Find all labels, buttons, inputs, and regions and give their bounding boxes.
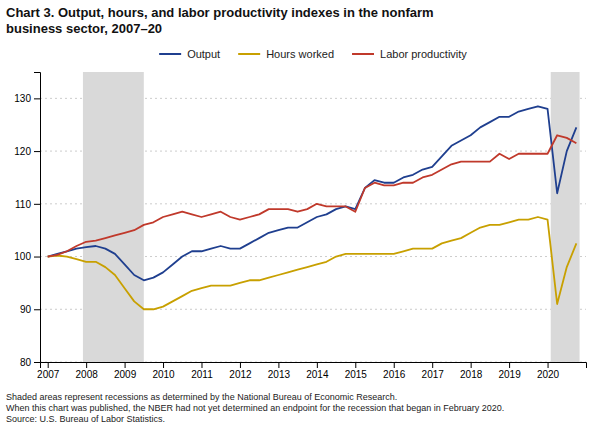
y-axis: 80 90 100 110 120 130 xyxy=(14,73,40,368)
x-tick: 2010 xyxy=(152,362,175,380)
x-tick: 2007 xyxy=(37,362,60,380)
y-axis-line xyxy=(34,73,41,363)
x-tick: 2013 xyxy=(268,362,291,380)
recession-shade xyxy=(551,72,580,362)
y-tick-label: 80 xyxy=(20,357,32,368)
x-tick-mark xyxy=(278,362,279,368)
chart: Chart 3. Output, hours, and labor produc… xyxy=(0,0,600,430)
footnote: When this chart was published, the NBER … xyxy=(6,403,504,413)
x-tick-mark xyxy=(509,362,510,368)
y-tick: 120 xyxy=(14,146,40,157)
x-axis: 2007 2008 2009 2010 2011 2012 2013 2014 2015 2016… xyxy=(37,362,586,380)
x-tick-label: 2008 xyxy=(76,369,99,380)
x-tick-mark xyxy=(355,362,356,368)
y-tick-mark xyxy=(34,362,40,363)
x-tick-label: 2019 xyxy=(498,369,521,380)
x-tick-label: 2016 xyxy=(383,369,406,380)
x-tick-label: 2013 xyxy=(268,369,291,380)
x-tick: 2019 xyxy=(498,362,521,380)
y-tick-label: 100 xyxy=(14,251,31,262)
x-tick-mark xyxy=(394,362,395,368)
x-tick-label: 2020 xyxy=(537,369,560,380)
subtitle: business sector, 2007–20 xyxy=(6,21,162,36)
legend-label: Labor productivity xyxy=(380,48,467,60)
x-tick-mark xyxy=(48,362,49,368)
y-tick-mark xyxy=(34,309,40,310)
y-tick-mark xyxy=(34,151,40,152)
y-tick-mark xyxy=(34,257,40,258)
x-tick-mark xyxy=(471,362,472,368)
x-tick: 2016 xyxy=(383,362,406,380)
series-line xyxy=(48,217,577,309)
marks xyxy=(48,72,580,362)
x-tick-mark xyxy=(86,362,87,368)
x-tick-label: 2012 xyxy=(229,369,252,380)
footnote: Shaded areas represent recessions as det… xyxy=(6,392,397,402)
x-tick-mark xyxy=(317,362,318,368)
series-line xyxy=(48,106,577,280)
x-tick-mark xyxy=(201,362,202,368)
legend-swatch xyxy=(352,53,374,55)
x-tick-mark xyxy=(125,362,126,368)
x-tick: 2017 xyxy=(422,362,445,380)
plot-area: 2007 2008 2009 2010 2011 2012 2013 2014 2015 2016… xyxy=(14,72,586,380)
recession-shade xyxy=(83,72,144,362)
x-tick-label: 2010 xyxy=(152,369,175,380)
legend: Output Hours worked Labor productivity xyxy=(159,48,467,60)
x-tick-label: 2009 xyxy=(114,369,137,380)
y-tick: 80 xyxy=(20,357,40,368)
y-tick-label: 130 xyxy=(14,93,31,104)
y-tick: 100 xyxy=(14,251,40,262)
x-tick-label: 2007 xyxy=(37,369,60,380)
x-tick: 2009 xyxy=(114,362,137,380)
y-tick-mark xyxy=(34,98,40,99)
x-tick: 2014 xyxy=(306,362,329,380)
legend-swatch xyxy=(159,53,181,55)
legend-item: Labor productivity xyxy=(352,48,467,60)
y-tick-label: 120 xyxy=(14,146,31,157)
y-tick-mark xyxy=(34,204,40,205)
y-tick: 110 xyxy=(15,199,40,210)
series-line xyxy=(48,135,577,256)
x-tick-label: 2018 xyxy=(460,369,483,380)
legend-item: Output xyxy=(159,48,220,60)
y-tick-label: 90 xyxy=(20,304,32,315)
title: Chart 3. Output, hours, and labor produc… xyxy=(6,5,434,20)
x-tick-mark xyxy=(432,362,433,368)
x-tick-label: 2015 xyxy=(345,369,368,380)
x-tick: 2020 xyxy=(537,362,560,380)
x-tick-mark xyxy=(240,362,241,368)
x-tick: 2015 xyxy=(345,362,368,380)
footnote: Source: U.S. Bureau of Labor Statistics. xyxy=(6,414,165,424)
x-tick: 2011 xyxy=(191,362,213,380)
x-tick: 2012 xyxy=(229,362,252,380)
legend-item: Hours worked xyxy=(238,48,334,60)
legend-label: Output xyxy=(187,48,220,60)
y-tick-label: 110 xyxy=(15,199,31,210)
legend-swatch xyxy=(238,53,260,55)
x-tick-mark xyxy=(163,362,164,368)
y-tick: 90 xyxy=(20,304,40,315)
x-tick-label: 2017 xyxy=(422,369,445,380)
x-tick: 2008 xyxy=(76,362,99,380)
x-tick-label: 2014 xyxy=(306,369,329,380)
y-tick: 130 xyxy=(14,93,40,104)
x-tick-mark xyxy=(548,362,549,368)
legend-label: Hours worked xyxy=(266,48,334,60)
x-tick-label: 2011 xyxy=(191,369,213,380)
x-tick: 2018 xyxy=(460,362,483,380)
x-axis-line xyxy=(41,363,587,369)
